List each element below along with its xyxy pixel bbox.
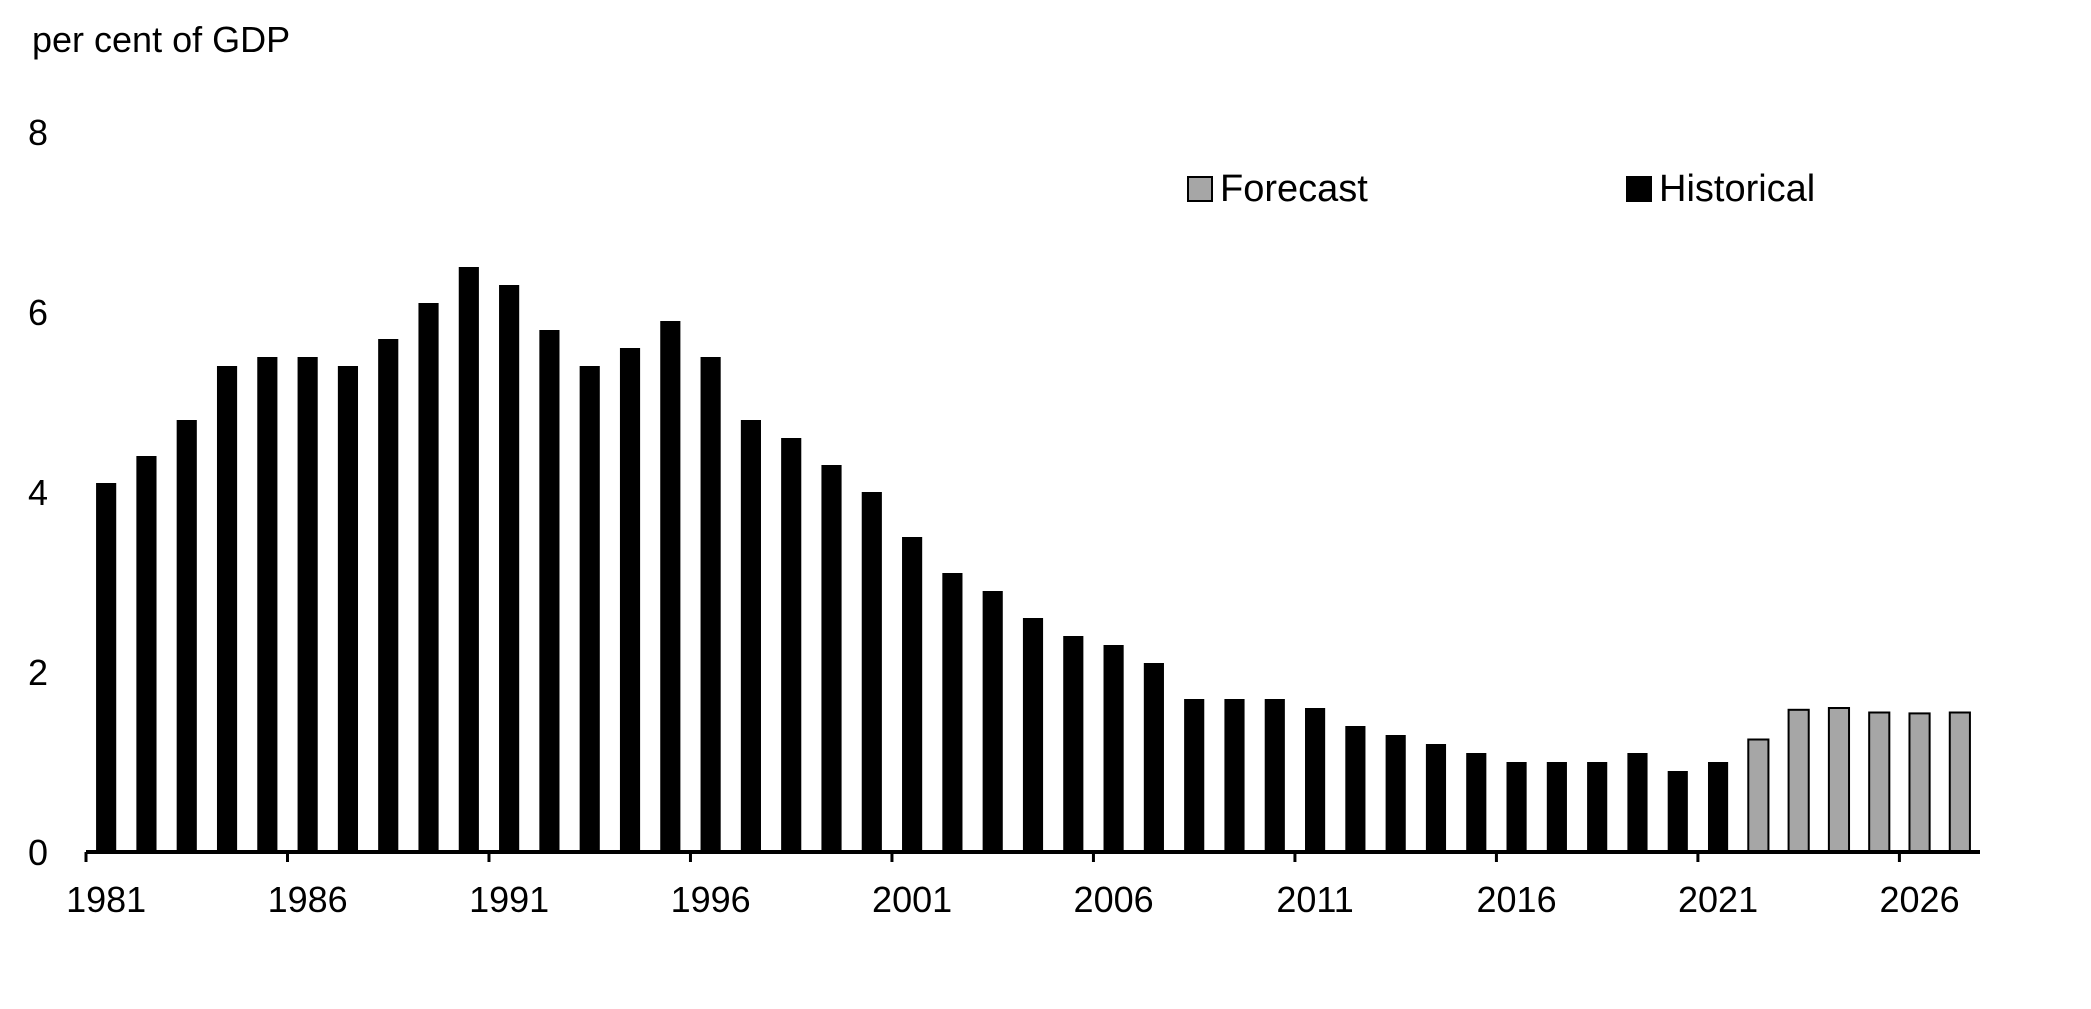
- x-tick-label: 2011: [1276, 879, 1353, 920]
- legend: Forecast Historical: [1187, 168, 1815, 210]
- bar-forecast-2027: [1948, 711, 1971, 853]
- x-tick-label: 2021: [1678, 879, 1758, 920]
- legend-item-forecast: Forecast: [1187, 168, 1368, 210]
- bar-historical-2010: [1264, 699, 1285, 852]
- legend-item-historical: Historical: [1626, 168, 1815, 210]
- bar-historical-2013: [1385, 735, 1406, 852]
- bar-historical-1990: [458, 267, 479, 852]
- bar-historical-1983: [176, 420, 197, 852]
- bar-historical-1989: [418, 303, 439, 852]
- bar-historical-2005: [1063, 636, 1084, 852]
- x-tick-label: 2001: [872, 879, 952, 920]
- legend-swatch-forecast: [1187, 176, 1213, 202]
- bar-historical-1981: [96, 483, 117, 852]
- bar-historical-2008: [1184, 699, 1205, 852]
- bar-historical-2021: [1707, 762, 1729, 852]
- x-tick-label: 1991: [469, 879, 549, 920]
- bar-historical-1993: [579, 366, 600, 852]
- y-axis-ticks: 0 2 4 6 8: [28, 112, 48, 873]
- x-tick-label: 2016: [1477, 879, 1557, 920]
- y-axis-label: per cent of GDP: [32, 19, 290, 60]
- bar-forecast-2022: [1747, 738, 1770, 853]
- bar-historical-2015: [1466, 753, 1487, 852]
- bar-historical-2011: [1305, 708, 1326, 852]
- y-tick-label: 4: [28, 472, 48, 513]
- bar-historical-2006: [1103, 645, 1124, 852]
- bar-historical-2002: [942, 573, 963, 852]
- bar-historical-1991: [499, 285, 520, 852]
- bar-historical-2001: [902, 537, 923, 852]
- bar-historical-1999: [821, 465, 842, 852]
- legend-label-forecast: Forecast: [1220, 168, 1368, 210]
- bar-historical-1994: [619, 348, 641, 852]
- bar-historical-2009: [1224, 699, 1245, 852]
- bar-historical-2019: [1627, 753, 1648, 852]
- x-tick-label: 1981: [66, 879, 146, 920]
- bar-historical-1996: [700, 357, 721, 852]
- bars: [96, 267, 1971, 854]
- bar-historical-2012: [1345, 726, 1366, 852]
- bar-historical-2016: [1506, 762, 1527, 852]
- bar-historical-2017: [1546, 762, 1567, 852]
- x-axis-ticks: 1981 1986 1991 1996 2001 2006 2011 2016 2021 2026: [66, 852, 1960, 920]
- bar-historical-2000: [861, 492, 882, 852]
- bar-forecast-2024: [1827, 707, 1851, 853]
- legend-swatch-historical: [1626, 176, 1652, 202]
- bar-historical-1988: [378, 339, 399, 852]
- bar-historical-1995: [660, 321, 681, 852]
- bar-historical-2007: [1143, 663, 1164, 852]
- bar-historical-2020: [1667, 771, 1688, 852]
- y-tick-label: 6: [28, 292, 48, 333]
- bar-forecast-2025: [1868, 711, 1891, 853]
- bar-forecast-2023: [1787, 708, 1810, 853]
- y-tick-label: 0: [28, 832, 48, 873]
- bar-historical-1982: [136, 456, 157, 852]
- y-tick-label: 8: [28, 112, 48, 153]
- bar-forecast-2026: [1908, 712, 1931, 854]
- bar-historical-2003: [982, 591, 1003, 852]
- bar-historical-1992: [539, 330, 560, 852]
- bar-historical-1987: [337, 366, 359, 852]
- bar-historical-2004: [1022, 618, 1044, 852]
- bar-historical-2014: [1425, 744, 1447, 852]
- bar-historical-2018: [1587, 762, 1608, 852]
- bar-historical-1986: [297, 357, 318, 852]
- bar-historical-1984: [216, 366, 238, 852]
- y-tick-label: 2: [28, 652, 48, 693]
- x-tick-label: 1996: [671, 879, 751, 920]
- bar-historical-1997: [740, 420, 761, 852]
- x-tick-label: 2006: [1074, 879, 1154, 920]
- x-tick-label: 2026: [1880, 879, 1960, 920]
- bar-historical-1998: [781, 438, 802, 852]
- x-tick-label: 1986: [268, 879, 348, 920]
- legend-label-historical: Historical: [1659, 168, 1815, 210]
- bar-historical-1985: [257, 357, 278, 852]
